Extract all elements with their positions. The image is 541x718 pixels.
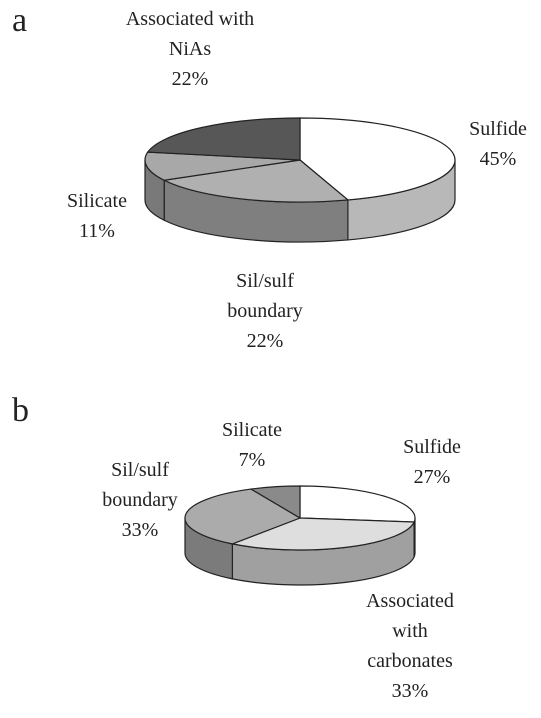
slice-label: Sulfide 45%	[458, 114, 538, 174]
slice-top	[144, 151, 301, 181]
percent-label: 7%	[238, 449, 266, 471]
percent-label: 45%	[479, 148, 517, 170]
slice-top	[162, 159, 350, 203]
percent-label: 22%	[246, 330, 284, 352]
category-name: Sil/sulf boundary	[227, 270, 303, 322]
slice-label: Sil/sulf boundary 22%	[210, 266, 320, 356]
category-name: Associated with NiAs	[125, 8, 255, 60]
percent-label: 11%	[79, 220, 115, 242]
slice-label: Sulfide 27%	[392, 432, 472, 492]
percent-label: 27%	[413, 466, 451, 488]
category-name: Silicate	[67, 190, 127, 212]
slice-label: Silicate 7%	[212, 415, 292, 475]
percent-label: 33%	[391, 680, 429, 702]
slice-label: Associated with NiAs 22%	[125, 4, 255, 94]
slice-label: Associated with carbonates 33%	[354, 586, 466, 706]
panel-label: a	[12, 2, 28, 39]
slice-top	[249, 485, 301, 520]
slice-top	[146, 117, 301, 161]
slice-label: Silicate 11%	[57, 186, 137, 246]
slice-top	[184, 488, 302, 545]
percent-label: 33%	[121, 519, 159, 541]
slice-top	[299, 117, 456, 201]
slice-top	[230, 517, 416, 551]
category-name: Silicate	[222, 419, 282, 441]
category-name: Associated with carbonates	[366, 590, 454, 672]
percent-label: 22%	[171, 68, 209, 90]
slice-label: Sil/sulf boundary 33%	[90, 455, 190, 545]
panel-label: b	[12, 392, 29, 429]
category-name: Sulfide	[469, 118, 527, 140]
category-name: Sil/sulf boundary	[102, 459, 178, 511]
category-name: Sulfide	[403, 436, 461, 458]
slice-top	[299, 485, 416, 523]
